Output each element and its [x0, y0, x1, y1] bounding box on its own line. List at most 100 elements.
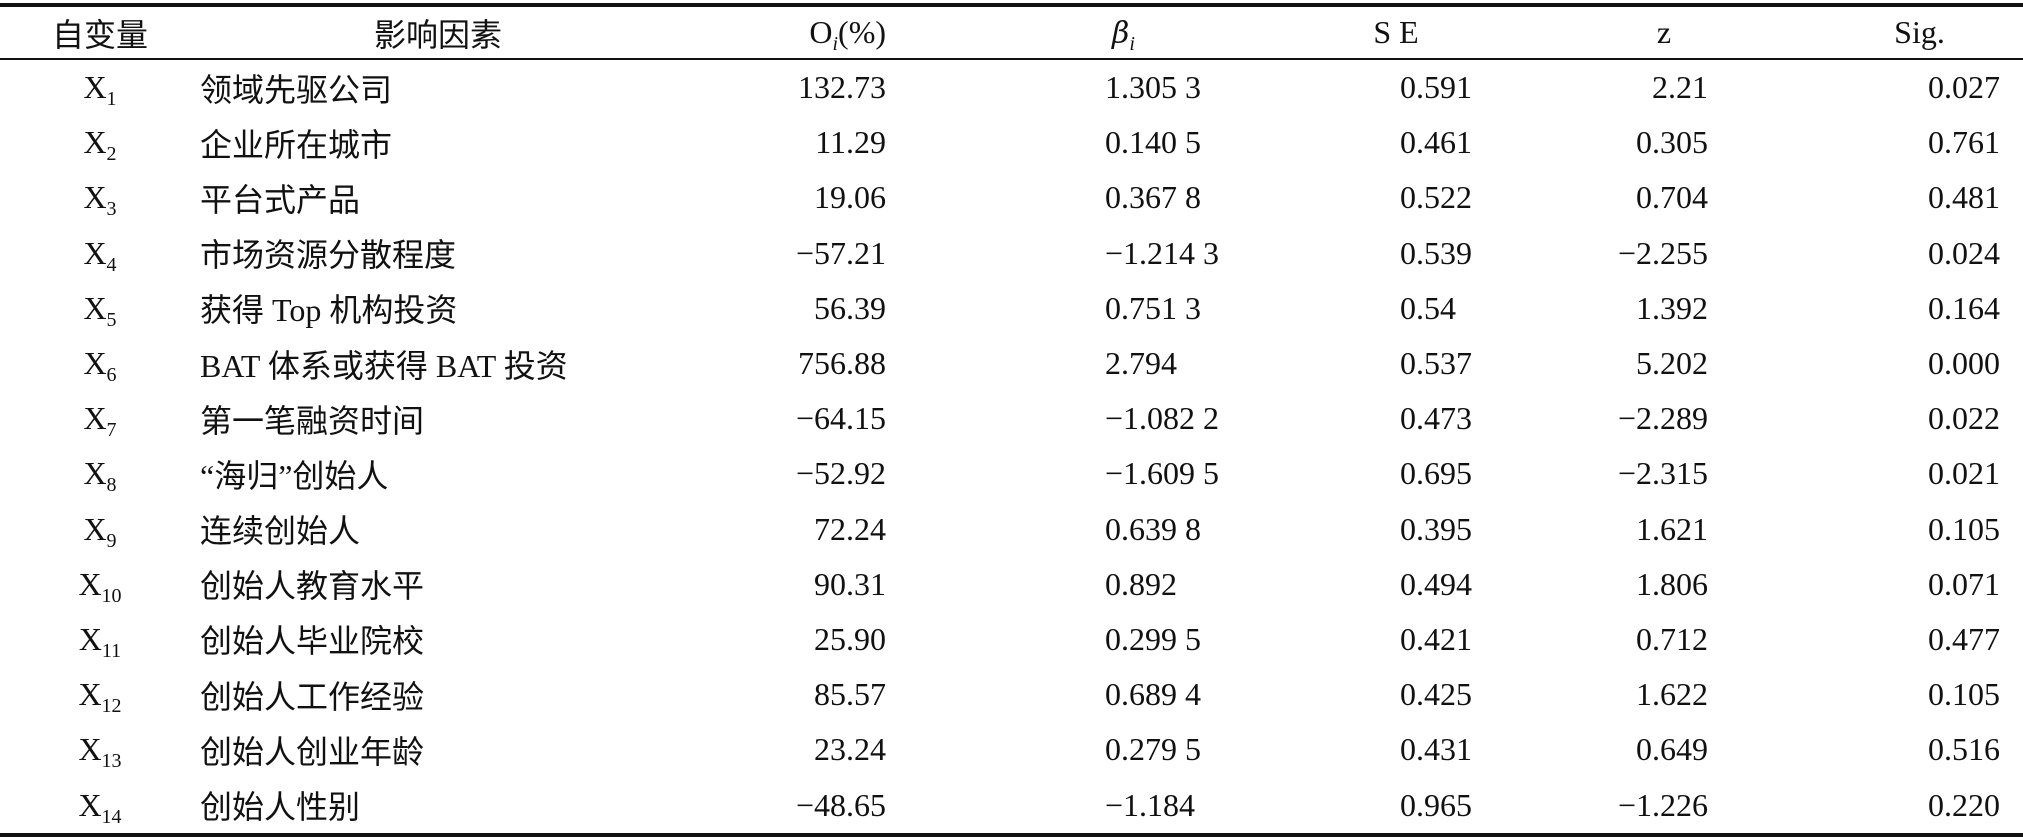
cell-sig: 0.220	[1928, 786, 2000, 823]
variable-base: X	[83, 179, 107, 216]
table-body: X1 领域先驱公司 132.73 1.305 3 0.591 2.21 0.027 X2 企业所…	[0, 59, 2023, 835]
cell-z: 0.712	[1636, 620, 1708, 657]
variable-base: X	[83, 69, 107, 106]
variable-subscript: 10	[101, 584, 122, 607]
cell-z: −2.255	[1617, 234, 1708, 271]
cell-variable: X13	[0, 722, 200, 777]
table-row: X3 平台式产品 19.06 0.367 8 0.522 0.704 0.481	[0, 170, 2023, 225]
cell-odds: 23.24	[814, 731, 886, 768]
cell-factor: 创始人创业年龄	[200, 733, 425, 770]
variable-base: X	[83, 400, 107, 437]
cell-factor: 创始人毕业院校	[200, 623, 425, 660]
header-row: 自变量 影响因素 Oi(%) βi S E z Sig.	[0, 5, 2023, 59]
variable-subscript: 5	[106, 308, 117, 331]
cell-factor: BAT 体系或获得 BAT 投资	[200, 347, 568, 384]
cell-sig: 0.516	[1928, 731, 2000, 768]
cell-variable: X2	[0, 115, 200, 170]
cell-factor: 创始人工作经验	[200, 678, 425, 715]
cell-odds: 72.24	[814, 510, 886, 547]
cell-beta: −1.609 5	[1105, 455, 1220, 492]
cell-z: −2.289	[1617, 400, 1708, 437]
header-odds: Oi(%)	[676, 5, 1032, 59]
cell-factor: 获得 Top 机构投资	[200, 292, 458, 329]
table-row: X9 连续创始人 72.24 0.639 8 0.395 1.621 0.105	[0, 502, 2023, 557]
variable-base: X	[83, 124, 107, 161]
cell-se: 0.421	[1400, 620, 1472, 657]
cell-sig: 0.000	[1928, 345, 2000, 382]
cell-factor: “海归”创始人	[200, 457, 389, 494]
table-row: X4 市场资源分散程度 −57.21 −1.214 3 0.539 −2.255 0.024	[0, 226, 2023, 281]
cell-factor: 市场资源分散程度	[200, 237, 457, 274]
table-row: X11 创始人毕业院校 25.90 0.299 5 0.421 0.712 0.477	[0, 612, 2023, 667]
cell-se: 0.425	[1400, 676, 1472, 713]
cell-z: −2.315	[1617, 455, 1708, 492]
cell-se: 0.431	[1400, 731, 1472, 768]
header-variable: 自变量	[51, 16, 148, 53]
cell-se: 0.537	[1400, 345, 1472, 382]
cell-odds: 19.06	[814, 179, 886, 216]
cell-variable: X3	[0, 170, 200, 225]
header-beta-base: β	[1112, 16, 1130, 51]
cell-variable: X9	[0, 502, 200, 557]
cell-odds: −48.65	[795, 786, 886, 823]
table-row: X1 领域先驱公司 132.73 1.305 3 0.591 2.21 0.027	[0, 59, 2023, 115]
cell-factor: 企业所在城市	[200, 126, 393, 163]
variable-base: X	[83, 234, 107, 271]
cell-variable: X6	[0, 336, 200, 391]
cell-beta: 1.305 3	[1105, 69, 1201, 106]
table-row: X13 创始人创业年龄 23.24 0.279 5 0.431 0.649 0.516	[0, 722, 2023, 777]
cell-se: 0.494	[1400, 565, 1472, 602]
cell-se: 0.461	[1400, 124, 1472, 161]
variable-base: X	[78, 676, 102, 713]
cell-variable: X8	[0, 446, 200, 501]
header-factor: 影响因素	[373, 16, 502, 53]
cell-sig: 0.071	[1928, 565, 2000, 602]
cell-variable: X12	[0, 667, 200, 722]
cell-odds: 132.73	[798, 69, 886, 106]
cell-z: 0.704	[1636, 179, 1708, 216]
table-row: X8 “海归”创始人 −52.92 −1.609 5 0.695 −2.315 0.021	[0, 446, 2023, 501]
variable-subscript: 3	[106, 198, 117, 221]
cell-z: 1.806	[1636, 565, 1708, 602]
table-row: X6 BAT 体系或获得 BAT 投资 756.88 2.794 0.537 5.202 0…	[0, 336, 2023, 391]
cell-odds: 11.29	[815, 124, 886, 161]
header-odds-base: O	[809, 14, 833, 50]
variable-base: X	[78, 786, 102, 823]
cell-variable: X11	[0, 612, 200, 667]
cell-odds: 85.57	[814, 676, 886, 713]
cell-variable: X7	[0, 391, 200, 446]
cell-se: 0.54	[1400, 289, 1456, 326]
variable-subscript: 11	[101, 639, 122, 662]
cell-se: 0.522	[1400, 179, 1472, 216]
cell-sig: 0.164	[1928, 289, 2000, 326]
cell-beta: 0.367 8	[1105, 179, 1201, 216]
cell-variable: X10	[0, 557, 200, 612]
cell-variable: X14	[0, 777, 200, 834]
variable-base: X	[83, 510, 107, 547]
header-odds-unit: (%)	[838, 14, 886, 50]
cell-factor: 创始人性别	[200, 789, 361, 826]
cell-z: 1.621	[1636, 510, 1708, 547]
cell-se: 0.695	[1400, 455, 1472, 492]
variable-base: X	[83, 455, 107, 492]
cell-se: 0.591	[1400, 69, 1472, 106]
cell-se: 0.965	[1400, 786, 1472, 823]
cell-variable: X5	[0, 281, 200, 336]
header-se: S E	[1373, 14, 1419, 50]
cell-beta: −1.184	[1105, 786, 1196, 823]
header-beta: βi	[1032, 5, 1280, 59]
cell-z: 0.649	[1636, 731, 1708, 768]
table-row: X10 创始人教育水平 90.31 0.892 0.494 1.806 0.071	[0, 557, 2023, 612]
cell-variable: X1	[0, 59, 200, 115]
variable-subscript: 12	[101, 695, 122, 718]
cell-odds: −52.92	[795, 455, 886, 492]
cell-beta: 0.299 5	[1105, 620, 1201, 657]
header-z: z	[1656, 14, 1672, 50]
cell-sig: 0.027	[1928, 69, 2000, 106]
cell-variable: X4	[0, 226, 200, 281]
cell-beta: −1.214 3	[1105, 234, 1220, 271]
variable-base: X	[78, 731, 102, 768]
table-row: X12 创始人工作经验 85.57 0.689 4 0.425 1.622 0.105	[0, 667, 2023, 722]
cell-beta: −1.082 2	[1105, 400, 1220, 437]
cell-se: 0.473	[1400, 400, 1472, 437]
